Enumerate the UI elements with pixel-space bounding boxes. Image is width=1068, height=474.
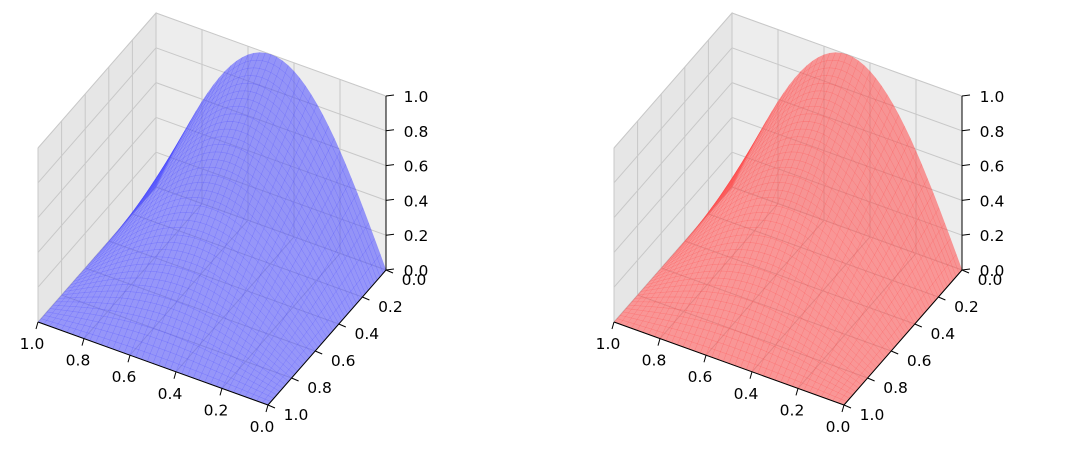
x-tick-mark xyxy=(35,321,39,330)
x-tick-label: 1.0 xyxy=(20,335,45,353)
surface xyxy=(613,52,963,406)
x-tick-label: 0.8 xyxy=(642,352,667,370)
z-tick-mark xyxy=(385,164,395,167)
y-tick-mark xyxy=(891,350,899,355)
y-tick-label: 0.8 xyxy=(883,379,908,397)
x-tick-label: 0.0 xyxy=(250,418,275,436)
y-tick-label: 0.4 xyxy=(354,325,379,343)
z-grid-line xyxy=(37,12,387,149)
y-tick-mark xyxy=(362,296,370,301)
z-tick-mark xyxy=(961,198,971,201)
z-tick-label: 0.0 xyxy=(404,262,429,280)
z-tick-label: 0.6 xyxy=(404,158,429,176)
y-axis-line xyxy=(267,269,387,406)
x-tick-mark xyxy=(795,388,799,396)
chart-panel-1: 1.00.80.60.40.20.00.00.20.40.60.81.00.00… xyxy=(20,11,429,436)
x-tick-mark xyxy=(81,338,85,346)
x-tick-mark xyxy=(703,355,707,363)
x-tick-mark xyxy=(173,371,177,379)
x-tick-label: 0.4 xyxy=(734,385,759,403)
z-tick-label: 0.4 xyxy=(404,192,429,210)
x-tick-label: 0.8 xyxy=(66,352,91,370)
z-tick-mark xyxy=(961,129,971,132)
x-tick-mark xyxy=(657,338,661,346)
z-tick-label: 0.4 xyxy=(980,192,1005,210)
y-tick-mark xyxy=(291,377,299,382)
y-tick-label: 0.8 xyxy=(307,379,332,397)
z-tick-mark xyxy=(961,268,971,271)
y-axis-line xyxy=(843,269,963,406)
z-tick-label: 0.8 xyxy=(980,123,1005,141)
x-tick-mark xyxy=(841,404,845,413)
y-tick-mark xyxy=(961,269,970,274)
x-tick-mark xyxy=(611,321,615,330)
z-tick-label: 0.6 xyxy=(980,158,1005,176)
surface xyxy=(37,52,387,406)
x-tick-label: 0.4 xyxy=(158,385,183,403)
z-tick-label: 0.2 xyxy=(980,227,1005,245)
y-tick-label: 0.6 xyxy=(331,352,356,370)
z-tick-mark xyxy=(385,198,395,201)
z-grid-line xyxy=(613,12,963,149)
z-tick-label: 0.0 xyxy=(980,262,1005,280)
y-tick-mark xyxy=(385,269,394,274)
z-tick-mark xyxy=(961,94,971,97)
y-tick-label: 0.4 xyxy=(930,325,955,343)
y-tick-mark xyxy=(914,323,922,328)
z-tick-mark xyxy=(385,233,395,236)
y-tick-mark xyxy=(867,377,875,382)
y-tick-label: 0.0 xyxy=(402,271,427,289)
x-axis-line xyxy=(613,321,845,406)
x-tick-label: 1.0 xyxy=(596,335,621,353)
y-tick-mark xyxy=(938,296,946,301)
y-tick-mark xyxy=(843,404,852,409)
y-tick-label: 1.0 xyxy=(860,406,885,424)
y-tick-label: 0.2 xyxy=(954,298,979,316)
x-tick-mark xyxy=(265,404,269,413)
z-tick-label: 1.0 xyxy=(404,88,429,106)
z-tick-mark xyxy=(961,233,971,236)
x-tick-mark xyxy=(219,388,223,396)
z-tick-mark xyxy=(385,268,395,271)
z-tick-mark xyxy=(961,164,971,167)
z-tick-label: 0.8 xyxy=(404,123,429,141)
y-tick-label: 1.0 xyxy=(284,406,309,424)
x-axis-line xyxy=(37,321,269,406)
z-tick-label: 0.2 xyxy=(404,227,429,245)
x-tick-label: 0.0 xyxy=(826,418,851,436)
z-tick-mark xyxy=(385,94,395,97)
y-tick-label: 0.2 xyxy=(378,298,403,316)
chart-panel-2: 1.00.80.60.40.20.00.00.20.40.60.81.00.00… xyxy=(596,11,1005,436)
z-tick-mark xyxy=(385,129,395,132)
x-tick-mark xyxy=(127,355,131,363)
z-tick-label: 1.0 xyxy=(980,88,1005,106)
y-tick-label: 0.0 xyxy=(978,271,1003,289)
y-tick-mark xyxy=(338,323,346,328)
y-tick-mark xyxy=(267,404,276,409)
y-tick-label: 0.6 xyxy=(907,352,932,370)
x-tick-mark xyxy=(749,371,753,379)
x-tick-label: 0.6 xyxy=(112,368,137,386)
x-tick-label: 0.2 xyxy=(204,401,229,419)
y-tick-mark xyxy=(315,350,323,355)
x-tick-label: 0.6 xyxy=(688,368,713,386)
x-tick-label: 0.2 xyxy=(780,401,805,419)
